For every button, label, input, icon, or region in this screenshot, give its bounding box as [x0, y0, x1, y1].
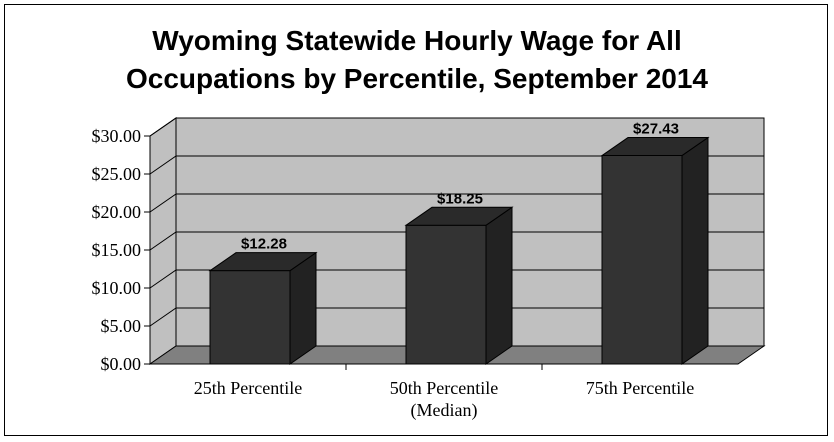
- bar-side: [289, 251, 317, 365]
- data-label: $18.25: [437, 190, 483, 207]
- x-tick-label: 50th Percentile: [390, 378, 498, 398]
- bar-side: [681, 136, 709, 365]
- chart-title-line-1: Wyoming Statewide Hourly Wage for All: [152, 25, 682, 56]
- bar-top: [404, 206, 514, 226]
- y-tick-label: $25.00: [92, 164, 142, 184]
- gridline: [149, 307, 764, 327]
- y-tick-label: $0.00: [101, 354, 142, 374]
- gridline: [149, 155, 764, 175]
- bar-side: [485, 206, 513, 365]
- data-label: $12.28: [241, 236, 287, 253]
- chart-title-line-2: Occupations by Percentile, September 201…: [125, 63, 708, 94]
- gridline: [149, 193, 764, 213]
- chart-title: Wyoming Statewide Hourly Wage for All Oc…: [0, 22, 834, 98]
- y-tick-label: $30.00: [92, 126, 142, 146]
- y-tick-label: $15.00: [92, 240, 142, 260]
- x-tick-label: (Median): [411, 400, 478, 421]
- bar: [601, 155, 683, 365]
- y-tick-label: $5.00: [101, 316, 142, 336]
- gridline: [149, 269, 764, 289]
- data-label: $27.43: [633, 121, 679, 138]
- x-tick-label: 75th Percentile: [586, 378, 694, 398]
- gridline: [149, 231, 764, 251]
- x-tick-label: 25th Percentile: [194, 378, 302, 398]
- y-tick-label: $20.00: [92, 202, 142, 222]
- bar: [209, 270, 291, 365]
- bar: [405, 224, 487, 365]
- bar-top: [208, 252, 318, 272]
- bar-top: [600, 137, 710, 157]
- y-tick-label: $10.00: [92, 278, 142, 298]
- gridline: [149, 117, 764, 137]
